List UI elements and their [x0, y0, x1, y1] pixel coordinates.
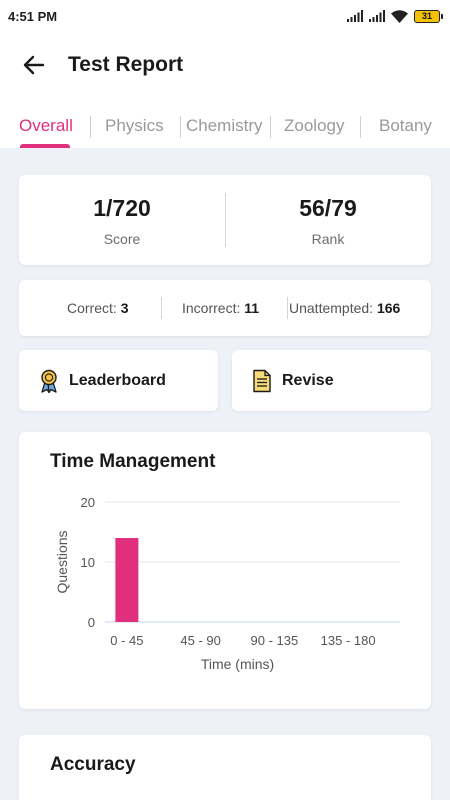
tab-divider	[90, 116, 91, 138]
medal-icon	[41, 369, 57, 393]
answers-card: Correct: 3 Incorrect: 11 Unattempted: 16…	[19, 280, 431, 336]
signal-icon	[347, 10, 363, 22]
tab-divider	[180, 116, 181, 138]
signal-icon	[369, 10, 385, 22]
correct-count: 3	[120, 300, 129, 316]
correct-stat: Correct: 3	[67, 300, 128, 316]
unattempted-stat: Unattempted: 166	[289, 300, 400, 316]
tab-divider	[360, 116, 361, 138]
tab-zoology[interactable]: Zoology	[284, 116, 345, 135]
battery-icon: 31	[414, 9, 443, 23]
rank-value: 56/79	[299, 195, 357, 221]
accuracy-title: Accuracy	[50, 754, 136, 775]
wifi-icon	[391, 9, 408, 23]
page-title: Test Report	[68, 53, 184, 76]
tab-divider	[270, 116, 271, 138]
correct-label: Correct:	[67, 300, 117, 316]
active-tab-indicator	[20, 144, 70, 148]
y-tick-label: 10	[81, 555, 95, 570]
bar	[115, 538, 139, 622]
incorrect-stat: Incorrect: 11	[182, 300, 259, 316]
x-tick-label: 135 - 180	[321, 633, 376, 648]
unattempted-label: Unattempted:	[289, 300, 374, 316]
rank-label: Rank	[311, 231, 345, 247]
divider	[225, 193, 226, 247]
y-axis-label: Questions	[54, 530, 70, 593]
accuracy-card: Accuracy	[19, 735, 431, 800]
tab-physics[interactable]: Physics	[105, 116, 164, 135]
leaderboard-button[interactable]: Leaderboard	[19, 350, 218, 411]
score-label: Score	[103, 231, 141, 247]
leaderboard-label: Leaderboard	[69, 371, 166, 389]
score-value: 1/720	[93, 195, 151, 221]
y-tick-label: 20	[81, 495, 95, 510]
score-card: 1/720 Score 56/79 Rank	[19, 175, 431, 265]
unattempted-count: 166	[376, 300, 401, 316]
revise-label: Revise	[282, 371, 334, 389]
x-axis-label: Time (mins)	[201, 656, 274, 672]
status-time: 4:51 PM	[8, 8, 58, 24]
document-icon	[253, 369, 271, 392]
incorrect-label: Incorrect:	[182, 300, 241, 316]
score-stat: 1/720 Score	[19, 175, 225, 265]
tab-botany[interactable]: Botany	[379, 116, 432, 135]
x-tick-label: 90 - 135	[251, 633, 299, 648]
incorrect-count: 11	[244, 300, 260, 316]
status-icons: 31	[347, 9, 443, 23]
x-tick-label: 0 - 45	[110, 633, 143, 648]
time-management-title: Time Management	[50, 451, 216, 472]
app-header: Test Report	[0, 32, 450, 98]
x-tick-label: 45 - 90	[180, 633, 220, 648]
divider	[161, 297, 162, 319]
time-management-card: Time Management 0 10 20 0 - 45 45 - 90 90 - 1…	[19, 432, 431, 709]
rank-stat: 56/79 Rank	[225, 175, 431, 265]
tab-chemistry[interactable]: Chemistry	[186, 116, 263, 135]
subject-tabs: Overall Physics Chemistry Zoology Botany	[0, 98, 450, 148]
tab-overall[interactable]: Overall	[19, 116, 73, 135]
status-bar: 4:51 PM 31	[0, 0, 450, 32]
divider	[287, 297, 288, 319]
arrow-left-icon	[23, 55, 45, 75]
y-tick-label: 0	[88, 615, 95, 630]
revise-button[interactable]: Revise	[232, 350, 431, 411]
time-management-chart: 0 10 20 0 - 45 45 - 90 90 - 135 135 - 180 Time …	[54, 495, 400, 672]
back-button[interactable]	[20, 51, 48, 79]
